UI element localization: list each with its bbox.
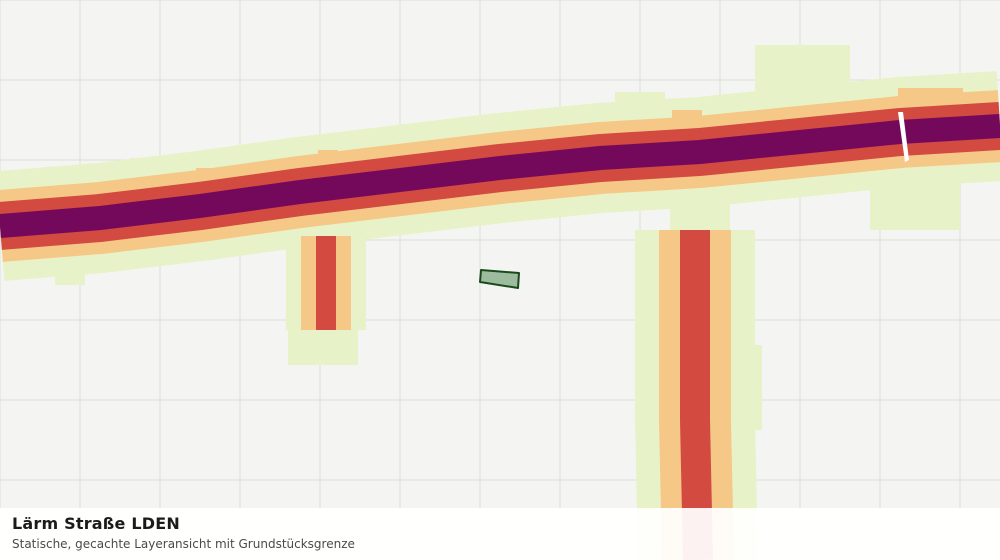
noise-cell (672, 110, 702, 130)
layer-tile-seam (898, 112, 909, 162)
parcel-boundary[interactable] (479, 269, 520, 289)
noise-band-top (0, 114, 1000, 238)
noise-cell (318, 150, 338, 168)
layer-subtitle: Statische, gecachte Layeransicht mit Gru… (12, 537, 355, 551)
layer-title: Lärm Straße LDEN (12, 514, 180, 533)
noise-cell (130, 158, 165, 173)
noise-cell (755, 45, 850, 95)
noise-cell (898, 88, 963, 106)
map-caption: Lärm Straße LDEN Statische, gecachte Lay… (0, 508, 1000, 560)
